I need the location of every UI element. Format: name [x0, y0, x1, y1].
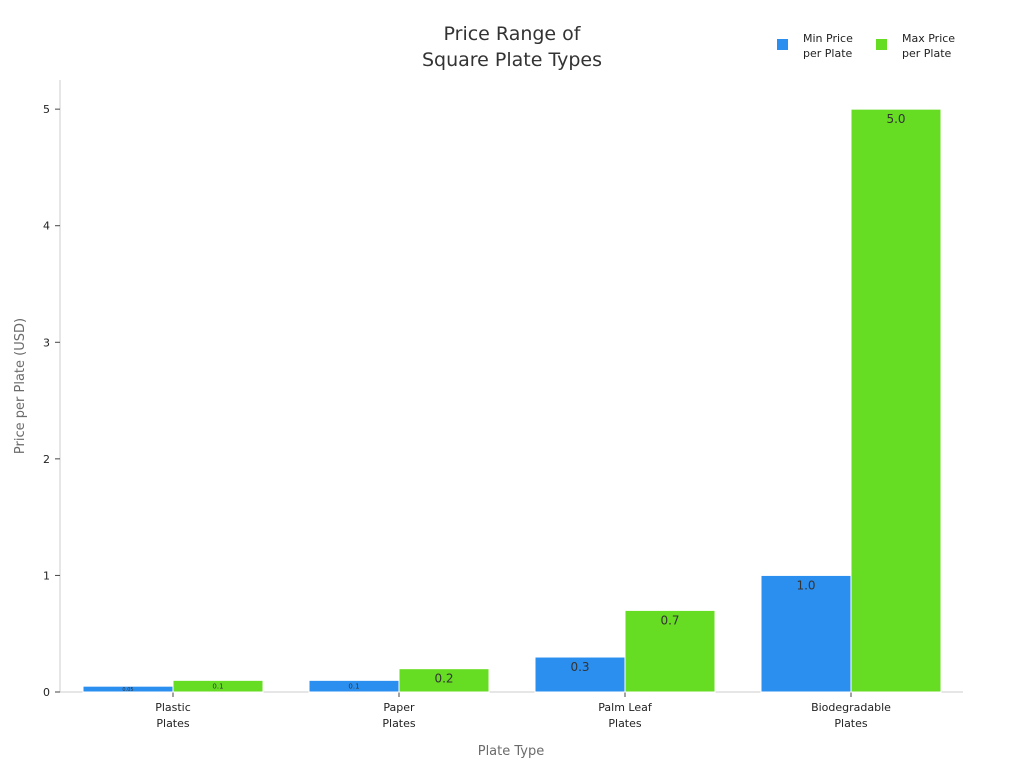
chart-title-line: Price Range of: [444, 23, 582, 45]
chart-title: Price Range of Square Plate Types: [422, 23, 602, 71]
bar: [850, 108, 942, 693]
x-tick-label: Paper: [383, 701, 415, 714]
bars: [82, 108, 942, 693]
bar-value-label: 0.7: [660, 613, 679, 627]
bar-value-label: 0.05: [122, 687, 133, 693]
bar: [172, 679, 264, 693]
x-tick-label: Plastic: [155, 701, 191, 714]
legend: Min Price per Plate Max Price per Plate: [777, 32, 955, 60]
x-axis: Plastic Plates Paper Plates Palm Leaf Plates B…: [60, 691, 963, 730]
x-tick-label: Plates: [608, 717, 642, 730]
legend-label: per Plate: [902, 47, 952, 60]
x-tick-label: Plates: [156, 717, 190, 730]
y-tick-label: 5: [43, 103, 50, 116]
legend-swatch: [777, 39, 788, 50]
legend-label: Max Price: [902, 32, 955, 45]
chart-title-line: Square Plate Types: [422, 49, 602, 71]
y-tick-label: 2: [43, 453, 50, 466]
bar: [760, 574, 852, 693]
x-tick-label: Biodegradable: [811, 701, 891, 714]
x-tick-label: Plates: [382, 717, 416, 730]
bar-value-label: 0.1: [348, 683, 359, 691]
bar-value-label: 1.0: [796, 578, 815, 592]
legend-swatch: [876, 39, 887, 50]
legend-label: per Plate: [803, 47, 853, 60]
x-axis-title: Plate Type: [478, 744, 545, 759]
legend-label: Min Price: [803, 32, 853, 45]
y-axis-title: Price per Plate (USD): [13, 318, 28, 454]
bar: [624, 609, 716, 693]
y-tick-label: 3: [43, 336, 50, 349]
bar-value-label: 0.3: [570, 660, 589, 674]
bar-value-label: 0.1: [212, 683, 223, 691]
y-axis: 0 1 2 3 4 5: [43, 80, 61, 699]
x-tick-label: Plates: [834, 717, 868, 730]
y-tick-label: 0: [43, 686, 50, 699]
bar-value-label: 0.2: [434, 672, 453, 686]
x-tick-label: Palm Leaf: [598, 701, 653, 714]
y-tick-label: 1: [43, 569, 50, 582]
y-tick-label: 4: [43, 220, 50, 233]
bar: [534, 656, 626, 693]
bar-value-label: 5.0: [886, 112, 905, 126]
bar-labels: 0.05 0.1 0.3 1.0 0.1 0.2 0.7 5.0: [122, 112, 905, 693]
bar: [398, 668, 490, 693]
